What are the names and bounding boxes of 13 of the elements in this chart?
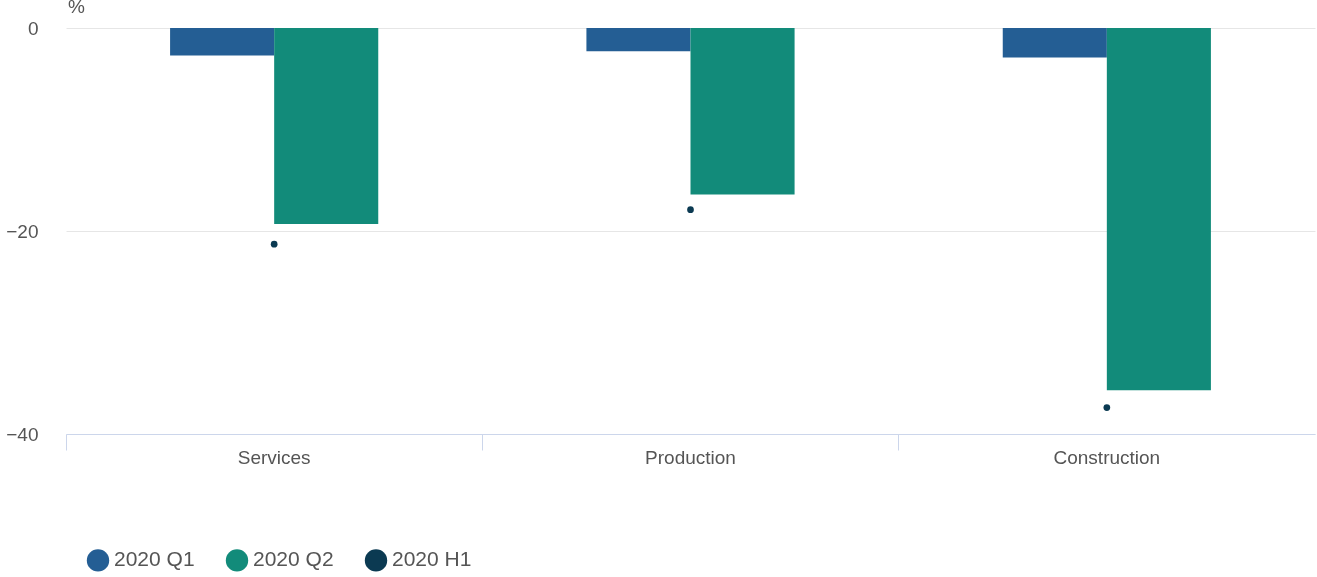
point xyxy=(270,240,278,248)
point xyxy=(687,206,694,214)
y-axis-title: % xyxy=(68,0,86,17)
x-tick-label: Services xyxy=(237,446,311,468)
y-tick-label: 0 xyxy=(27,17,39,39)
x-tick-label: Production xyxy=(645,446,736,468)
y-tick-label: −20 xyxy=(6,220,39,242)
legend-label: 2020 H1 xyxy=(392,547,472,571)
y-tick-label: −40 xyxy=(6,423,39,445)
legend-label: 2020 Q1 xyxy=(114,547,195,571)
point xyxy=(1103,404,1111,411)
legend-label: 2020 Q2 xyxy=(253,547,334,571)
x-tick-label: Construction xyxy=(1053,446,1161,468)
